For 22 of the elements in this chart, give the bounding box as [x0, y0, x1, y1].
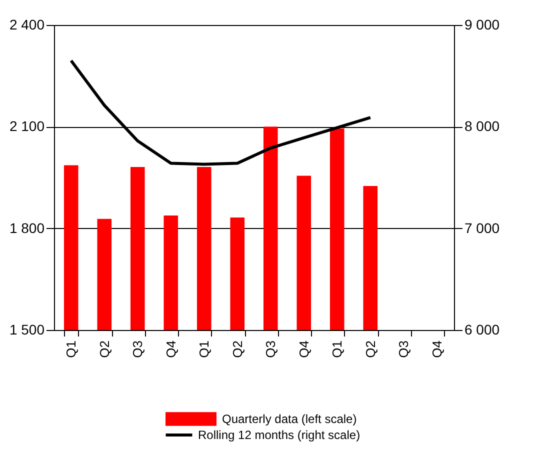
y2-tick-label: 9 000 [464, 16, 500, 32]
y2-tick-label: 6 000 [464, 322, 500, 338]
y-tick-label: 1 500 [9, 322, 45, 338]
x-tick-label: Q1 [64, 340, 79, 358]
y-tick-label: 2 100 [9, 118, 45, 134]
x-tick-label: Q4 [429, 340, 444, 358]
y2-tick-label: 8 000 [464, 118, 500, 134]
x-tick-label: Q2 [362, 340, 378, 358]
x-tick-label: Q3 [263, 340, 278, 358]
x-tick-label: Q4 [296, 340, 312, 358]
y-tick-label: 2 400 [9, 16, 45, 32]
y-tick-label: 1 800 [9, 220, 45, 236]
x-tick-label: Q3 [396, 340, 412, 358]
x-tick-label: Q1 [196, 340, 212, 358]
x-tick-label: Q2 [96, 340, 112, 358]
legend-label: Rolling 12 months (right scale) [198, 428, 360, 442]
x-tick-label: Q2 [230, 340, 245, 358]
x-tick-label: Q3 [130, 340, 146, 358]
legend-label: Quarterly data (left scale) [222, 412, 357, 426]
x-tick-label: Q1 [330, 340, 345, 358]
x-tick-label: Q4 [163, 340, 178, 358]
y2-tick-label: 7 000 [464, 220, 500, 236]
